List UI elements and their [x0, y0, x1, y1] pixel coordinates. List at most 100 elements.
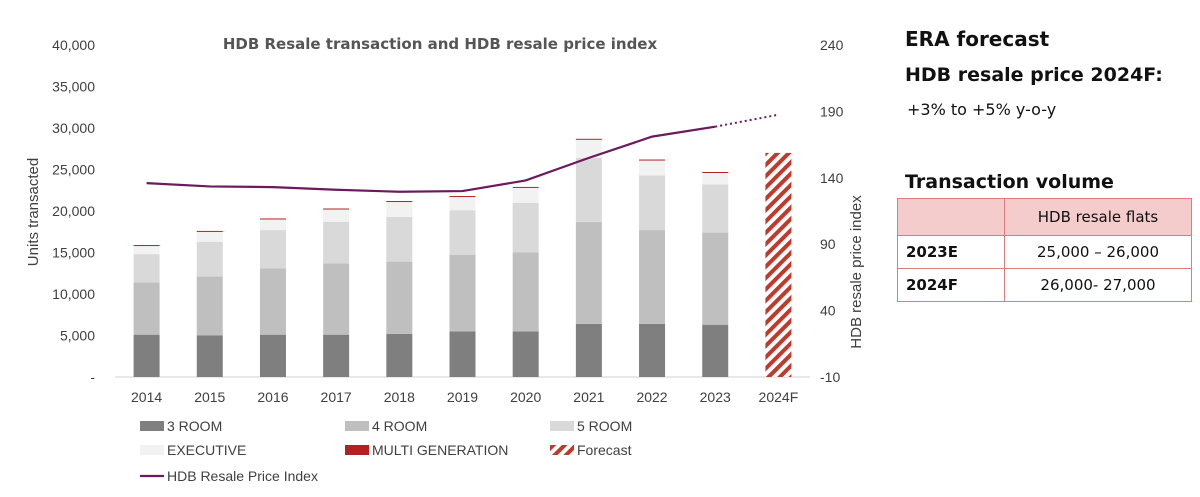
table-row-label: 2023E [897, 235, 1005, 269]
era-forecast-title: ERA forecast [905, 27, 1050, 51]
bar-segment-3-room [323, 334, 350, 377]
bar-segment-executive [386, 201, 413, 217]
legend-swatch [345, 445, 369, 455]
x-tick-label: 2015 [194, 389, 225, 405]
bar-segment-3-room [386, 333, 413, 377]
bar-segment-5-room [512, 202, 539, 253]
legend-swatch [140, 445, 164, 455]
chart-title: HDB Resale transaction and HDB resale pr… [223, 35, 658, 53]
era-forecast-range: +3% to +5% y-o-y [907, 100, 1057, 119]
table-header-empty [897, 198, 1005, 236]
transaction-volume-table: HDB resale flats 2023E 25,000 – 26,000 2… [897, 198, 1192, 302]
legend-label: EXECUTIVE [167, 442, 246, 458]
bar-segment-3-room [133, 334, 160, 377]
price-index-forecast-line [715, 113, 779, 128]
bar-segment-multi-generation [702, 171, 729, 173]
bar-segment-executive [702, 172, 729, 185]
plot-area: - 5,000 10,000 15,000 20,000 25,000 30,000 35,0… [52, 37, 843, 405]
table-row: 2023E 25,000 – 26,000 [897, 235, 1192, 269]
table-row-value: 25,000 – 26,000 [1004, 235, 1192, 269]
bar-segment-multi-generation [575, 138, 602, 140]
x-tick-label: 2014 [131, 389, 162, 405]
y-tick-label: 5,000 [60, 328, 95, 344]
y2-axis-title: HDB resale price index [848, 195, 865, 349]
bar-segment-5-room [702, 184, 729, 233]
bar-segment-executive [575, 139, 602, 158]
y-tick-label: - [90, 369, 95, 385]
y-tick-label: 25,000 [52, 162, 95, 178]
legend-label: HDB Resale Price Index [167, 468, 318, 484]
bar-segment-executive [133, 245, 160, 255]
legend-label: 5 ROOM [577, 418, 632, 434]
table-row-label: 2024F [897, 268, 1005, 302]
legend-swatch [550, 445, 574, 455]
table-header-row: HDB resale flats [897, 198, 1192, 236]
bar-segment-4-room [702, 232, 729, 325]
y2-tick-label: 240 [820, 37, 844, 53]
bar-segment-executive [323, 209, 350, 222]
legend: 3 ROOM 4 ROOM 5 ROOM EXECUTIVE MULTI GENERAT… [140, 418, 632, 484]
y2-tick-label: 190 [820, 103, 844, 119]
bar-segment-executive [512, 187, 539, 203]
y-tick-label: 20,000 [52, 203, 95, 219]
y-tick-label: 30,000 [52, 120, 95, 136]
bar-segment-multi-generation [639, 159, 666, 161]
bar-segment-5-room [449, 210, 476, 255]
bar-segment-4-room [386, 261, 413, 334]
bar-segment-5-room [323, 221, 350, 264]
bar-segment-3-room [196, 335, 223, 377]
legend-label: Forecast [577, 442, 632, 458]
bar-segment-3-room [259, 334, 286, 377]
bar-segment-3-room [512, 331, 539, 377]
x-tick-label: 2016 [257, 389, 288, 405]
bar-segment-multi-generation [259, 218, 286, 220]
bar-segment-multi-generation [386, 201, 413, 203]
bar-segment-multi-generation [449, 196, 476, 198]
bar-segment-4-room [196, 276, 223, 336]
x-tick-label: 2017 [321, 389, 352, 405]
bar-segment-5-room [259, 230, 286, 269]
bar-segment-5-room [386, 216, 413, 262]
y2-tick-label: 140 [820, 170, 844, 186]
legend-swatch [140, 421, 164, 431]
era-forecast-subtitle: HDB resale price 2024F: [905, 64, 1163, 86]
y-axis-title: Units transacted [25, 158, 42, 266]
legend-swatch [345, 421, 369, 431]
legend-swatch [550, 421, 574, 431]
x-tick-label: 2021 [573, 389, 604, 405]
bar-segment-executive [259, 219, 286, 231]
bar-segment-3-room [575, 323, 602, 377]
bar-segment-executive [449, 196, 476, 211]
bar-segment-multi-generation [323, 208, 350, 210]
legend-label: 4 ROOM [372, 418, 427, 434]
bar-segment-4-room [449, 254, 476, 332]
bar-segment-3-room [702, 324, 729, 377]
x-tick-label: 2019 [447, 389, 478, 405]
y-tick-label: 35,000 [52, 79, 95, 95]
bar-segment-4-room [133, 282, 160, 335]
bar-segment-multi-generation [196, 230, 223, 232]
transaction-volume-title: Transaction volume [905, 171, 1114, 193]
bar-segment-4-room [639, 230, 666, 324]
table-row-value: 26,000- 27,000 [1004, 268, 1192, 302]
bar-segment-multi-generation [133, 245, 160, 247]
table-row: 2024F 26,000- 27,000 [897, 268, 1192, 302]
x-tick-label: 2020 [510, 389, 541, 405]
x-tick-label: 2024F [759, 389, 799, 405]
y-tick-label: 15,000 [52, 245, 95, 261]
bar-segment-5-room [575, 157, 602, 222]
legend-label: MULTI GENERATION [372, 442, 508, 458]
chart: HDB Resale transaction and HDB resale pr… [25, 35, 865, 484]
forecast-bar [765, 152, 792, 377]
bar-segment-5-room [196, 241, 223, 277]
bar-segment-4-room [259, 268, 286, 335]
bar-segment-executive [196, 231, 223, 242]
bar-segment-3-room [449, 331, 476, 377]
y-tick-label: 40,000 [52, 37, 95, 53]
bar-segment-5-room [133, 254, 160, 283]
bar-segment-4-room [575, 221, 602, 324]
bar-segment-5-room [639, 175, 666, 231]
table-header-label: HDB resale flats [1004, 198, 1192, 236]
bar-segment-4-room [323, 263, 350, 335]
bar-segment-multi-generation [512, 186, 539, 188]
